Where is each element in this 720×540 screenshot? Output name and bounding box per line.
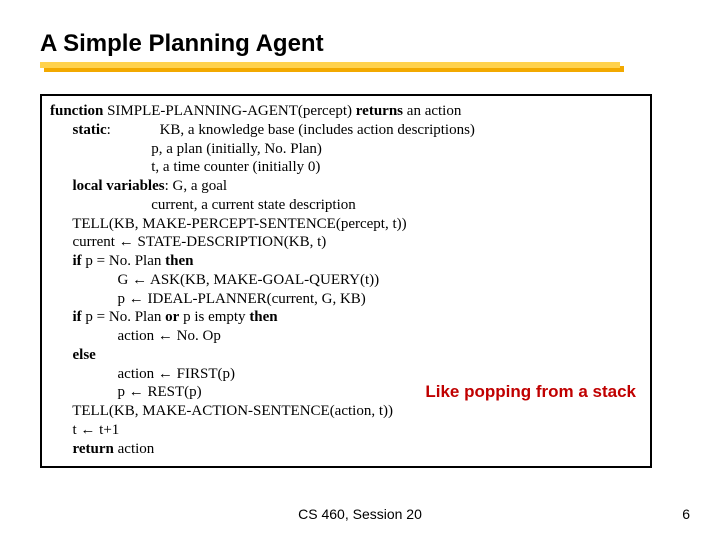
algo-line: TELL(KB, MAKE-ACTION-SENTENCE(action, t)…: [50, 402, 642, 421]
algo-line: t, a time counter (initially 0): [50, 158, 642, 177]
underline-main: [40, 62, 620, 68]
algo-line: p, a plan (initially, No. Plan): [50, 140, 642, 159]
algo-line: current, a current state description: [50, 196, 642, 215]
algo-line: action ← No. Op: [50, 327, 642, 346]
title-underline: [40, 62, 680, 74]
algo-line: TELL(KB, MAKE-PERCEPT-SENTENCE(percept, …: [50, 215, 642, 234]
algo-line: if p = No. Plan or p is empty then: [50, 308, 642, 327]
algo-line: if p = No. Plan then: [50, 252, 642, 271]
slide: A Simple Planning Agent function SIMPLE-…: [0, 0, 720, 540]
algo-line: t ← t+1: [50, 421, 642, 440]
algo-line: static: KB, a knowledge base (includes a…: [50, 121, 642, 140]
page-title: A Simple Planning Agent: [40, 30, 680, 58]
algo-line: current ← STATE-DESCRIPTION(KB, t): [50, 233, 642, 252]
algorithm-lines: function SIMPLE-PLANNING-AGENT(percept) …: [50, 102, 642, 458]
algo-line: else: [50, 346, 642, 365]
annotation-text: Like popping from a stack: [425, 381, 636, 402]
algorithm-box: function SIMPLE-PLANNING-AGENT(percept) …: [40, 94, 652, 468]
algo-line: local variables: G, a goal: [50, 177, 642, 196]
slide-footer: CS 460, Session 20: [0, 506, 720, 522]
algo-line: G ← ASK(KB, MAKE-GOAL-QUERY(t)): [50, 271, 642, 290]
algo-line: function SIMPLE-PLANNING-AGENT(percept) …: [50, 102, 642, 121]
algo-line: return action: [50, 440, 642, 459]
algo-line: p ← IDEAL-PLANNER(current, G, KB): [50, 290, 642, 309]
page-number: 6: [682, 506, 690, 522]
